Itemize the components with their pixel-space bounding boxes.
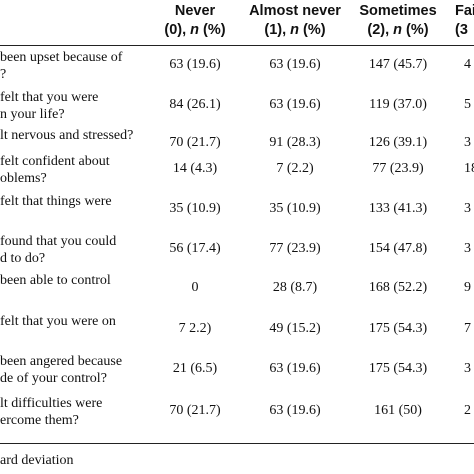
column-header-name: Fai: [455, 3, 474, 19]
column-header-name: Never: [174, 3, 216, 19]
table-cell: 14 (4.3): [172, 161, 218, 176]
table-cell: 70 (21.7): [169, 403, 221, 418]
table-cell: 63 (19.6): [269, 57, 321, 72]
question-text-line1: felt confident about: [0, 154, 110, 169]
table-cell: 63 (19.6): [169, 57, 221, 72]
header-rule: [0, 45, 474, 46]
table-cell: 154 (47.8): [368, 241, 428, 256]
column-header-subtitle: (2), n (%): [367, 22, 429, 38]
column-header-subtitle: (1), n (%): [264, 22, 326, 38]
table-cell: 126 (39.1): [368, 135, 428, 150]
column-header-name: Almost never: [249, 3, 341, 19]
table-cell: 49 (15.2): [269, 321, 321, 336]
column-header-subtitle: (3: [455, 22, 468, 38]
table-cell: 3: [464, 361, 471, 376]
table-cell: 7 2.2): [178, 321, 212, 336]
question-text-line2: oblems?: [0, 171, 47, 186]
table-cell: 21 (6.5): [172, 361, 218, 376]
table-cell: 63 (19.6): [269, 97, 321, 112]
table-cell: 63 (19.6): [269, 403, 321, 418]
table-cell: 119 (37.0): [369, 97, 427, 112]
question-text-line2: n your life?: [0, 107, 65, 122]
table-cell: 63 (19.6): [269, 361, 321, 376]
table-cell: 175 (54.3): [368, 361, 428, 376]
question-text-line1: lt nervous and stressed?: [0, 128, 134, 143]
question-text-line1: been able to control: [0, 273, 111, 288]
table-cell: 7: [464, 321, 471, 336]
table-cell: 77 (23.9): [372, 161, 424, 176]
table-cell: 56 (17.4): [169, 241, 221, 256]
bottom-rule: [0, 443, 474, 444]
table-footnote: ard deviation: [0, 453, 74, 468]
table-cell: 168 (52.2): [368, 280, 428, 295]
table-cell: 3: [464, 201, 471, 216]
question-text-line1: felt that you were on: [0, 314, 116, 329]
table-cell: 91 (28.3): [269, 135, 321, 150]
table-cell: 28 (8.7): [272, 280, 318, 295]
question-text-line2: d to do?: [0, 251, 46, 266]
column-header-subtitle: (0), n (%): [164, 22, 226, 38]
column-header-sometimes: Sometimes (2), n (%): [350, 2, 446, 40]
question-text-line2: ?: [0, 67, 7, 82]
question-text-line1: found that you could: [0, 234, 117, 249]
table-cell: 5: [464, 97, 471, 112]
table-cell: 147 (45.7): [368, 57, 428, 72]
table-cell: 4: [464, 57, 471, 72]
column-header-name: Sometimes: [359, 3, 437, 19]
table-cell: 3: [464, 241, 471, 256]
table-cell: 35 (10.9): [269, 201, 321, 216]
question-text-line2: ercome them?: [0, 413, 79, 428]
table-cell: 161 (50): [374, 403, 422, 418]
column-header-fairly-often: Fai (3: [455, 2, 474, 40]
question-text-line1: felt that things were: [0, 194, 112, 209]
table-cell: 133 (41.3): [368, 201, 428, 216]
table-cell: 84 (26.1): [169, 97, 221, 112]
table-cell: 70 (21.7): [169, 135, 221, 150]
table-cell: 0: [191, 280, 199, 295]
table-cell: 3: [464, 135, 471, 150]
question-text-line1: been angered because: [0, 354, 123, 369]
column-header-never: Never (0), n (%): [150, 2, 240, 40]
table-cell: 175 (54.3): [368, 321, 428, 336]
question-text-line1: felt that you were: [0, 90, 99, 105]
table-cell: 18: [464, 161, 474, 176]
question-text-line1: lt difficulties were: [0, 396, 103, 411]
column-header-almost-never: Almost never (1), n (%): [240, 2, 350, 40]
table-cell: 7 (2.2): [276, 161, 314, 176]
table-cell: 35 (10.9): [169, 201, 221, 216]
question-text-line2: de of your control?: [0, 371, 107, 386]
table-cell: 2: [464, 403, 471, 418]
table-cell: 77 (23.9): [269, 241, 321, 256]
table-cell: 9: [464, 280, 471, 295]
question-text-line1: been upset because of: [0, 50, 123, 65]
